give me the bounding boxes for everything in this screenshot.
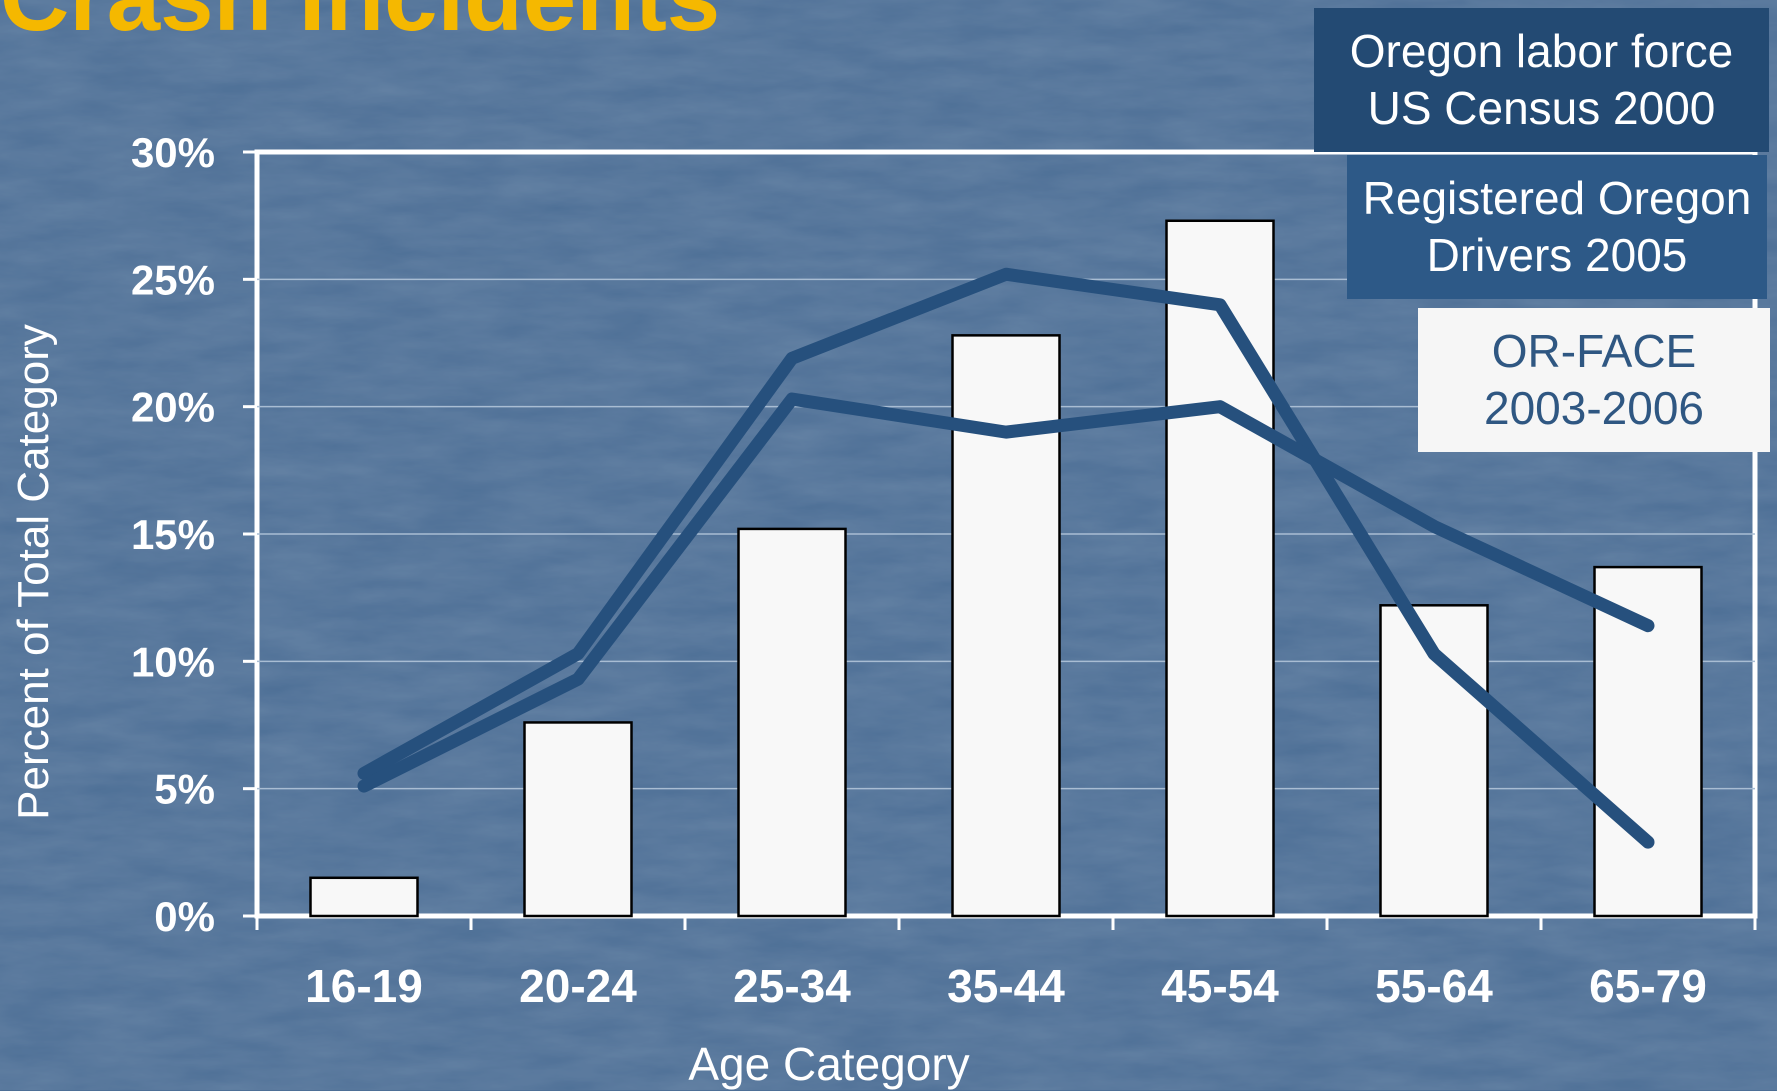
legend-census-line-2: US Census 2000 [1367, 82, 1716, 134]
y-tick-label: 5% [154, 766, 215, 813]
x-axis-label: Age Category [688, 1038, 970, 1090]
y-tick-label: 25% [131, 256, 215, 303]
legend-drivers-line-1: Registered Oregon [1362, 172, 1752, 224]
bar [1165, 219, 1275, 918]
x-tick-label: 55-64 [1375, 960, 1493, 1012]
x-tick-label: 35-44 [947, 960, 1065, 1012]
axes: 0% 5% 10% 15% 20% 25% 30% 16-19 20-24 25-34 35-44 4… [131, 129, 1757, 1012]
y-tick-label: 15% [131, 511, 215, 558]
legend-orface-line-2: 2003-2006 [1484, 382, 1704, 434]
x-tick-label: 20-24 [519, 960, 637, 1012]
slide-title: Crash Incidents [0, 0, 720, 46]
legend-census-line-1: Oregon labor force [1349, 25, 1734, 77]
series-line [357, 392, 1655, 793]
y-tick-label: 20% [131, 384, 215, 431]
bar [737, 527, 847, 918]
y-tick-label: 0% [154, 893, 215, 940]
x-tick-label: 25-34 [733, 960, 851, 1012]
bar [523, 721, 633, 918]
series-line [357, 267, 1655, 849]
legend-drivers-line-2: Drivers 2005 [1426, 229, 1688, 281]
legend-orface: OR-FACE 2003-2006 [1418, 308, 1770, 452]
bar [309, 876, 419, 918]
line-series [357, 267, 1655, 849]
legend-census: Oregon labor force US Census 2000 [1314, 8, 1769, 152]
y-tick-label: 30% [131, 129, 215, 176]
x-tick-label: 65-79 [1589, 960, 1707, 1012]
y-axis-label: Percent of Total Category [9, 324, 58, 820]
x-tick-label: 16-19 [305, 960, 423, 1012]
legend-orface-line-1: OR-FACE [1491, 325, 1697, 377]
y-tick-label: 10% [131, 638, 215, 685]
legend-drivers: Registered Oregon Drivers 2005 [1347, 155, 1767, 299]
x-tick-label: 45-54 [1161, 960, 1279, 1012]
